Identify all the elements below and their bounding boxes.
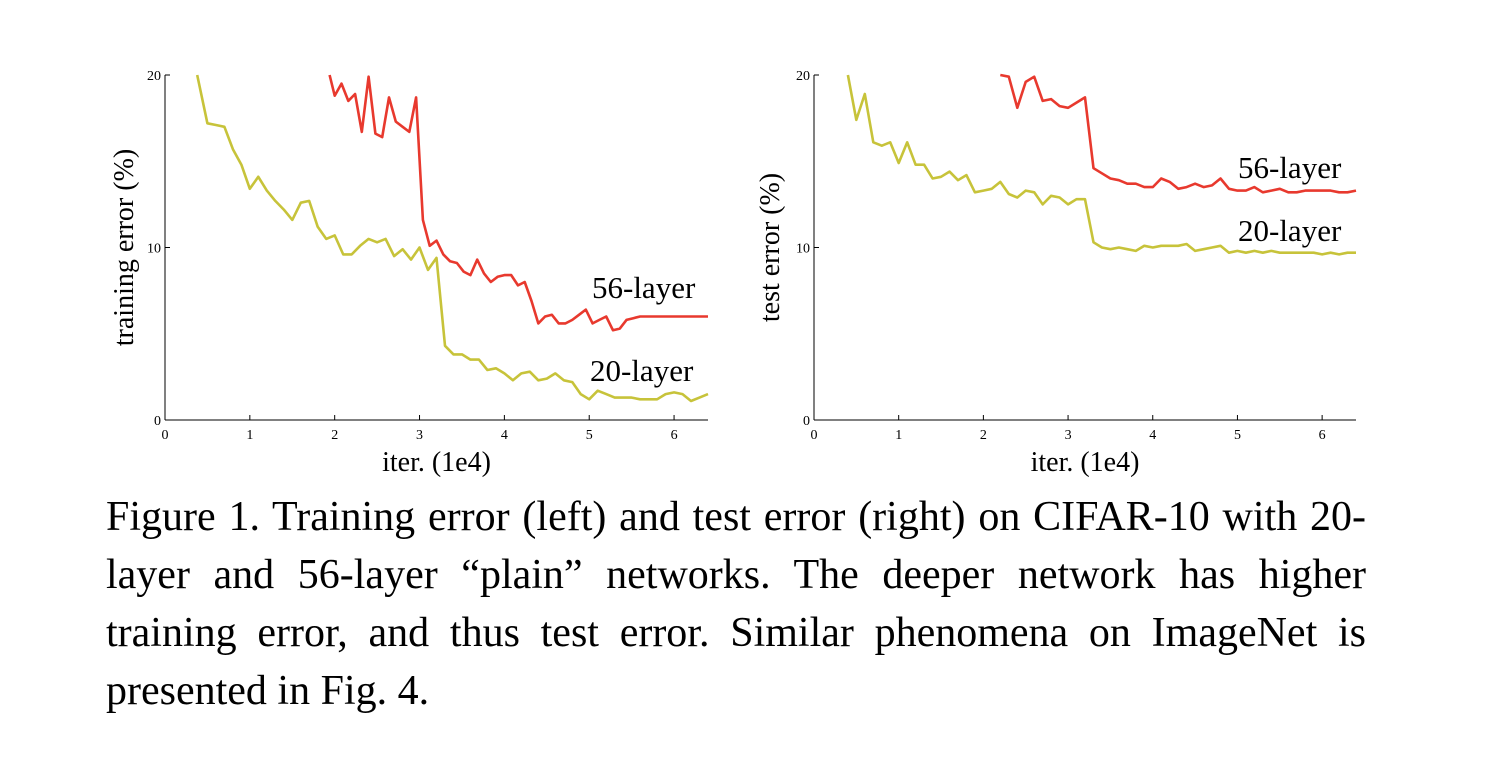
right-x-tick-label: 5 bbox=[1234, 428, 1241, 443]
right-x-tick-label: 6 bbox=[1319, 428, 1326, 443]
left-y-tick-label: 0 bbox=[154, 414, 161, 429]
right-x-tick-label: 1 bbox=[895, 428, 902, 443]
left-x-tick-label: 5 bbox=[586, 428, 593, 443]
left-y-tick-label: 20 bbox=[147, 69, 161, 84]
left-series-20-layer bbox=[195, 74, 709, 403]
right-y-tick-label: 20 bbox=[796, 69, 810, 84]
figure-caption: Figure 1. Training error (left) and test… bbox=[106, 494, 1366, 714]
right-x-axis-label: iter. (1e4) bbox=[1031, 447, 1140, 478]
left-series-56-layer bbox=[328, 74, 708, 332]
right-series-56-layer bbox=[1000, 73, 1357, 194]
left-chart: 0 1 2 3 4 5 6 0 10 20 iter. (1e4) training error (%… bbox=[109, 69, 709, 478]
right-y-tick-label: 0 bbox=[803, 414, 810, 429]
right-series-label-56-layer: 56-layer bbox=[1238, 150, 1342, 185]
right-x-tick-label: 2 bbox=[980, 428, 987, 443]
left-y-tick-label: 10 bbox=[147, 242, 161, 257]
right-y-tick-label: 10 bbox=[796, 242, 810, 257]
right-series-20-layer bbox=[846, 74, 1356, 256]
left-x-tick-label: 1 bbox=[246, 428, 253, 443]
right-y-axis-label: test error (%) bbox=[755, 173, 786, 322]
left-x-tick-label: 0 bbox=[162, 428, 169, 443]
right-x-tick-label: 0 bbox=[811, 428, 818, 443]
left-x-tick-label: 6 bbox=[671, 428, 678, 443]
left-x-tick-label: 3 bbox=[416, 428, 423, 443]
left-x-tick-label: 4 bbox=[501, 428, 508, 443]
left-series-label-56-layer: 56-layer bbox=[592, 270, 696, 305]
left-x-axis-label: iter. (1e4) bbox=[382, 447, 491, 478]
right-x-tick-label: 4 bbox=[1149, 428, 1156, 443]
left-series-label-20-layer: 20-layer bbox=[590, 353, 694, 388]
left-x-tick-label: 2 bbox=[331, 428, 338, 443]
right-series-label-20-layer: 20-layer bbox=[1238, 213, 1342, 248]
right-x-tick-label: 3 bbox=[1065, 428, 1072, 443]
right-chart: 0 1 2 3 4 5 6 0 10 20 iter. (1e4) test error (%) 56-… bbox=[755, 69, 1357, 478]
left-y-axis-label: training error (%) bbox=[109, 149, 140, 346]
